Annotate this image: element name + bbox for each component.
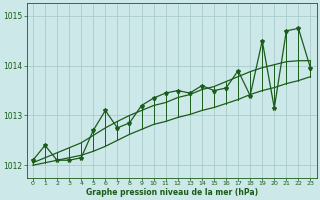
X-axis label: Graphe pression niveau de la mer (hPa): Graphe pression niveau de la mer (hPa) xyxy=(86,188,258,197)
